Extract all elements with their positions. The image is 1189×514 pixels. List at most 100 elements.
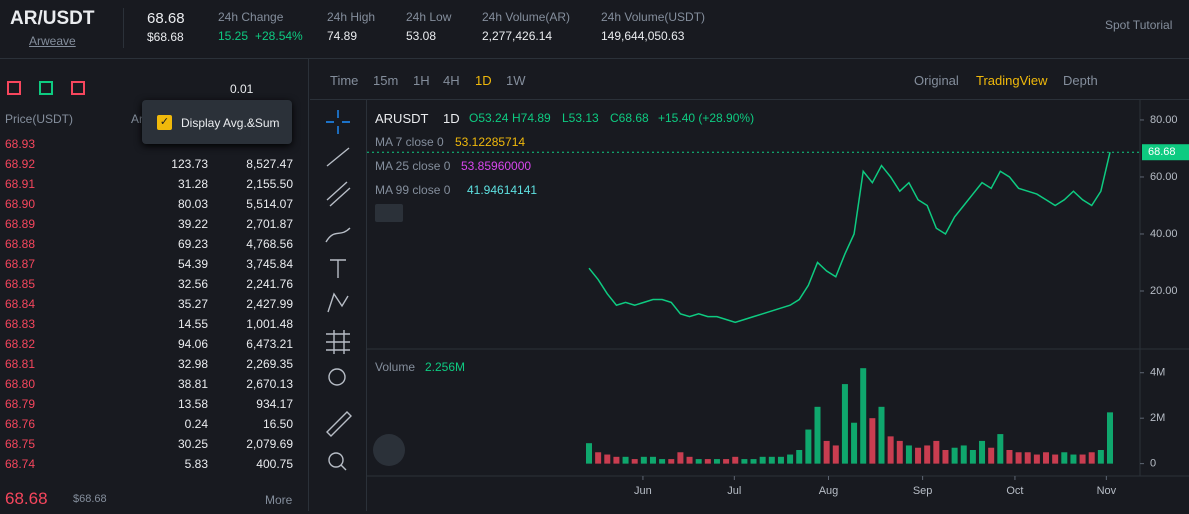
emoji-icon[interactable]: [328, 368, 346, 386]
x-tick-label: Oct: [1006, 485, 1023, 497]
channel-icon[interactable]: [326, 181, 351, 207]
ask-amount: 80.03: [177, 197, 208, 211]
volume-bar: [750, 459, 757, 464]
view-tab[interactable]: Depth: [1063, 73, 1098, 88]
ask-price: 68.90: [5, 197, 36, 211]
ask-price: 68.91: [5, 177, 36, 191]
volume-label: Volume: [375, 360, 416, 374]
ask-price: 68.79: [5, 397, 36, 411]
stat-value: 2,277,426.14: [482, 29, 553, 43]
last-price: 68.68: [5, 489, 48, 508]
ask-total: 2,427.99: [246, 297, 293, 311]
line-icon[interactable]: [326, 147, 350, 167]
toolbar: [310, 59, 1189, 100]
ask-amount: 39.22: [177, 217, 208, 231]
ask-total: 2,670.13: [246, 377, 293, 391]
stat-value: 149,644,050.63: [601, 29, 685, 43]
ask-price: 68.92: [5, 157, 36, 171]
interval[interactable]: 15m: [373, 73, 399, 88]
view-tab[interactable]: Original: [914, 73, 959, 88]
y-tick-label: 4M: [1150, 367, 1165, 379]
interval[interactable]: 4H: [443, 73, 460, 88]
volume-bar: [796, 450, 803, 464]
pattern-icon[interactable]: [327, 292, 349, 313]
zoom-icon[interactable]: [328, 452, 344, 468]
stat-label: 24h High: [327, 10, 376, 24]
view-icon[interactable]: [39, 81, 53, 95]
brush-icon[interactable]: [325, 227, 351, 243]
tutorial-link[interactable]: Spot Tutorial: [1105, 18, 1173, 32]
ask-total: 2,241.76: [246, 277, 293, 291]
y-tick-label: 80.00: [1150, 114, 1178, 126]
crosshair-icon[interactable]: [326, 110, 350, 134]
ohlc: L53.13: [562, 111, 599, 125]
volume-bar: [759, 456, 766, 464]
ohlc: O53.24: [469, 111, 509, 125]
x-tick-label: Sep: [913, 485, 933, 497]
stat-label: 24h Volume(AR): [482, 10, 571, 24]
ask-price: 68.80: [5, 377, 36, 391]
volume-bar: [905, 445, 912, 464]
interval[interactable]: 1W: [506, 73, 526, 88]
more-link[interactable]: More: [265, 493, 293, 507]
tool-icons: [325, 110, 352, 471]
volume-bar: [604, 454, 611, 464]
collapse-button[interactable]: [375, 204, 403, 222]
volume-bar: [988, 447, 995, 464]
view-icon[interactable]: [7, 81, 21, 95]
volume-bar: [595, 452, 602, 464]
ask-amount: 30.25: [177, 437, 208, 451]
text-icon[interactable]: [330, 259, 346, 278]
volume-bar: [704, 459, 711, 464]
fib-icon[interactable]: [326, 330, 350, 354]
interval[interactable]: 1D: [475, 73, 492, 88]
view-tab[interactable]: TradingView: [976, 73, 1048, 88]
price-usd: $68.68: [147, 30, 184, 44]
last-price-label: 68.68: [1148, 146, 1176, 158]
tick-size[interactable]: 0.01: [230, 82, 254, 96]
volume-bar: [878, 406, 885, 464]
stat-value: 53.08: [406, 29, 437, 43]
ask-amount: 5.83: [184, 457, 208, 471]
volume-bar: [960, 445, 967, 464]
top-bar: AR/USDT Arweave 68.68 $68.68 Spot Tutori…: [0, 0, 1189, 59]
view-icon[interactable]: [71, 81, 85, 95]
volume-bar: [869, 418, 876, 464]
stat-extra: +28.54%: [255, 29, 303, 43]
ask-price: 68.75: [5, 437, 36, 451]
ask-amount: 54.39: [177, 257, 208, 271]
interval[interactable]: 1H: [413, 73, 430, 88]
volume-bar: [933, 440, 940, 464]
ma-value: 53.85960000: [461, 159, 532, 173]
volume-bar: [787, 454, 794, 464]
ask-total: 2,155.50: [246, 177, 293, 191]
ask-amount: 38.81: [177, 377, 208, 391]
volume-bar: [823, 440, 830, 464]
ruler-icon[interactable]: [326, 411, 352, 437]
volume-bar: [1097, 450, 1104, 464]
ma-name: MA 25 close 0: [375, 159, 451, 173]
ask-total: 934.17: [256, 397, 293, 411]
volume-bar: [741, 459, 748, 464]
volume-bar: [777, 456, 784, 464]
volume-bar: [1088, 452, 1095, 464]
tool-column: [310, 100, 405, 511]
ask-total: 2,269.35: [246, 357, 293, 371]
ask-price: 68.85: [5, 277, 36, 291]
volume-bar: [1033, 454, 1040, 464]
asset-name[interactable]: Arweave: [29, 34, 76, 48]
volume-bar: [896, 440, 903, 464]
volume-bar: [622, 456, 629, 464]
ma-value: 53.12285714: [455, 135, 526, 149]
ask-amount: 32.56: [177, 277, 208, 291]
ask-amount: 69.23: [177, 237, 208, 251]
checkbox[interactable]: ✓: [157, 115, 172, 130]
ask-amount: 0.24: [184, 417, 208, 431]
volume-bar: [1015, 452, 1022, 464]
volume-bar: [732, 456, 739, 464]
column-header: Price(USDT): [5, 112, 73, 126]
interval[interactable]: Time: [330, 73, 359, 88]
y-tick-label: 20.00: [1150, 285, 1178, 297]
x-tick-label: Jul: [727, 485, 741, 497]
